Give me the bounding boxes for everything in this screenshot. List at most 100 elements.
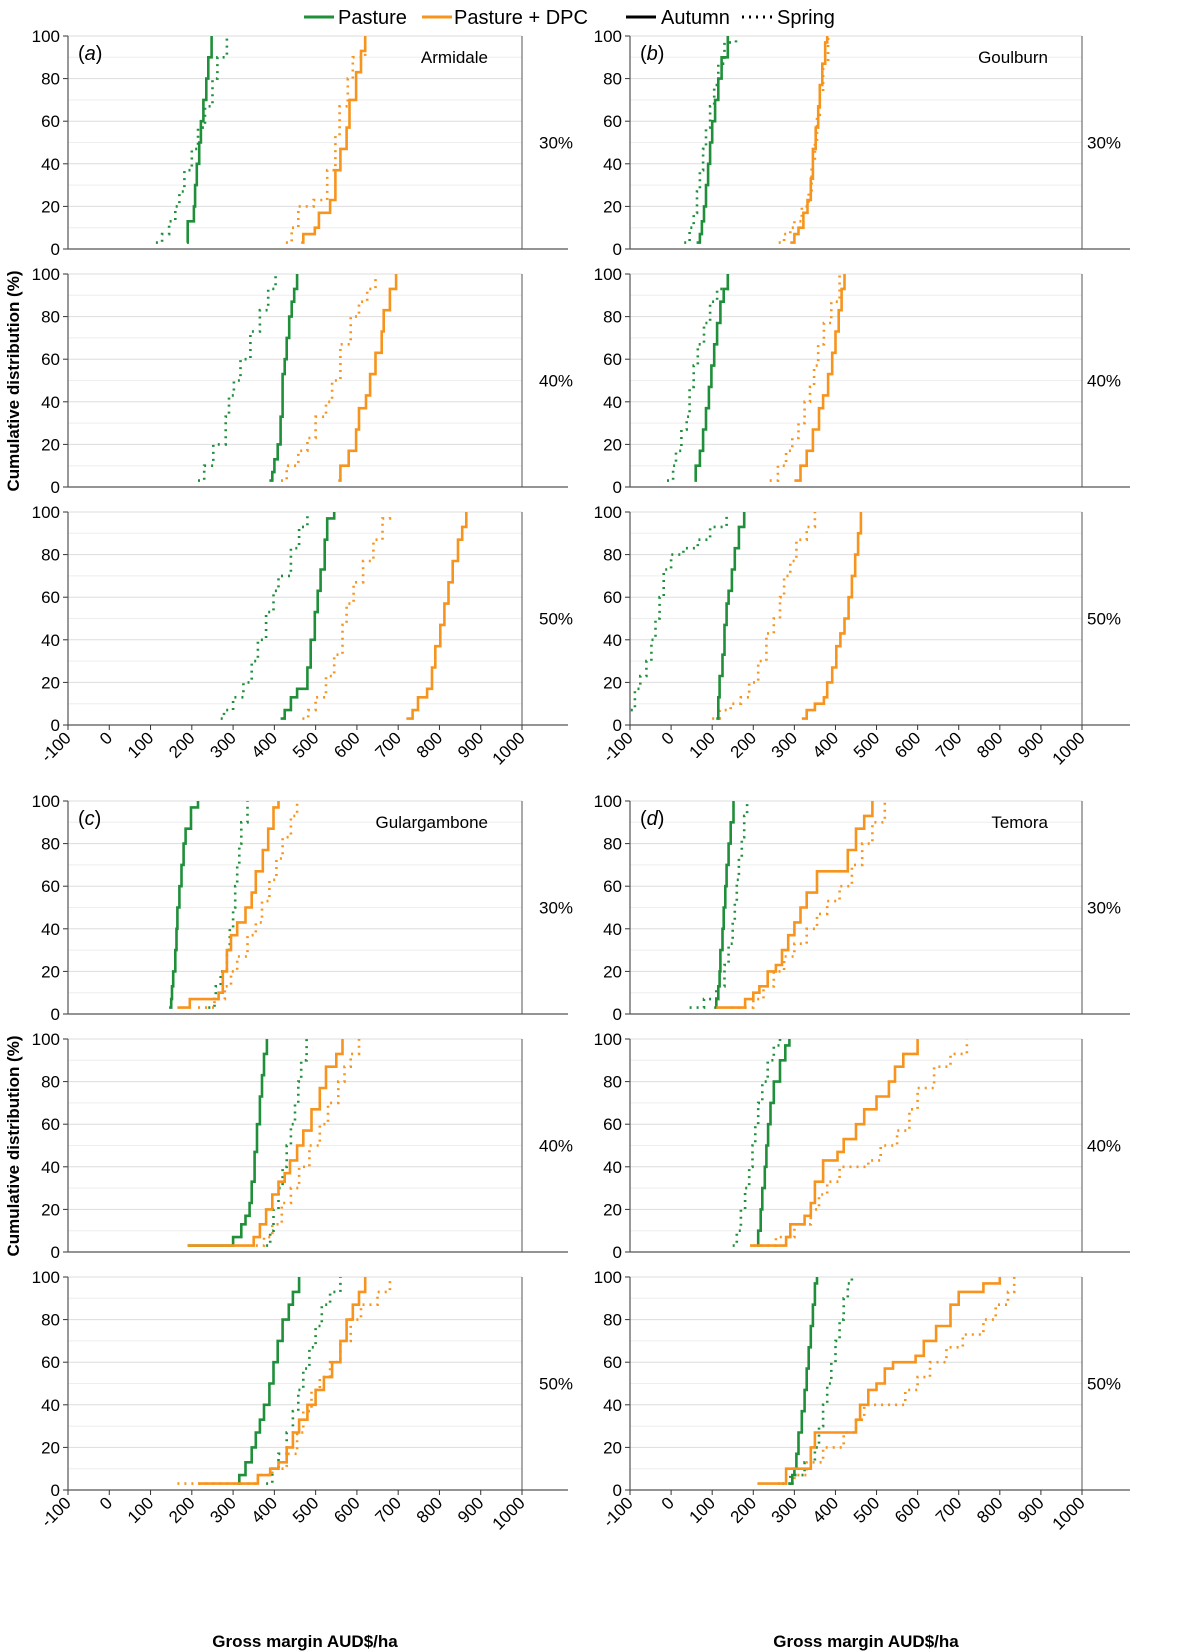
series-pasture-autumn xyxy=(716,512,746,720)
y-tick-label: 40 xyxy=(41,1396,60,1415)
y-tick-label: 60 xyxy=(41,112,60,131)
y-tick-label: 60 xyxy=(603,877,622,896)
x-tick-label: 100 xyxy=(124,1493,157,1526)
site-name: Armidale xyxy=(421,48,488,67)
y-tick-label: 0 xyxy=(613,240,622,259)
y-tick-label: 0 xyxy=(613,1005,622,1024)
series-dpc-spring xyxy=(777,1277,1016,1485)
y-tick-label: 40 xyxy=(41,1158,60,1177)
x-tick-label: 700 xyxy=(932,1493,965,1526)
series-pasture-autumn xyxy=(714,801,735,1009)
x-tick-label: 1000 xyxy=(489,1493,529,1533)
x-tick-label: 900 xyxy=(1014,1493,1047,1526)
x-tick-label: 800 xyxy=(413,1493,446,1526)
facet-row-label: 50% xyxy=(1087,1375,1121,1394)
panel-tag-letter: d xyxy=(647,808,659,830)
y-tick-label: 40 xyxy=(41,393,60,412)
series-dpc-spring xyxy=(769,274,841,482)
panel-tag: (b) xyxy=(640,43,664,65)
y-tick-label: 60 xyxy=(41,877,60,896)
legend-label-2: Autumn xyxy=(661,7,730,29)
series-dpc-autumn xyxy=(794,274,846,482)
y-tick-label: 100 xyxy=(594,27,622,46)
facet-c-1: 0 20 40 60 80 100 40% xyxy=(32,1030,573,1262)
y-tick-label: 60 xyxy=(603,350,622,369)
series-pasture-spring xyxy=(667,274,730,482)
x-tick-label: 400 xyxy=(248,1493,281,1526)
y-tick-label: 40 xyxy=(603,1158,622,1177)
x-tick-label: 1000 xyxy=(489,728,529,768)
y-tick-label: 60 xyxy=(603,1115,622,1134)
facet-b-0: 0 20 40 60 80 100 30% (b) Goulburn xyxy=(594,27,1130,259)
y-tick-label: 20 xyxy=(603,673,622,692)
y-tick-label: 0 xyxy=(51,478,60,497)
series-pasture-autumn xyxy=(187,1039,269,1247)
x-tick-label: 700 xyxy=(372,1493,405,1526)
series-pasture-autumn xyxy=(788,1277,819,1485)
y-tick-label: 40 xyxy=(603,920,622,939)
series-pasture-spring xyxy=(266,1039,308,1247)
panel-tag-letter: b xyxy=(647,43,658,65)
y-tick-label: 80 xyxy=(41,1073,60,1092)
x-tick-label: 900 xyxy=(454,1493,487,1526)
series-pasture-autumn xyxy=(186,36,213,244)
y-tick-label: 60 xyxy=(41,350,60,369)
facet-row-label: 30% xyxy=(539,134,573,153)
y-tick-label: 60 xyxy=(603,112,622,131)
y-tick-label: 20 xyxy=(603,1200,622,1219)
y-tick-label: 40 xyxy=(41,920,60,939)
legend: Pasture Pasture + DPC Autumn Spring xyxy=(304,7,835,29)
y-tick-label: 80 xyxy=(603,1311,622,1330)
x-tick-label: 200 xyxy=(165,728,198,761)
facet-a-0: 0 20 40 60 80 100 30% (a) Armidale xyxy=(32,27,573,259)
x-tick-label: 200 xyxy=(165,1493,198,1526)
y-tick-label: 80 xyxy=(603,1073,622,1092)
series-dpc-autumn xyxy=(198,1277,367,1485)
x-tick-label: 200 xyxy=(727,728,760,761)
y-tick-label: 0 xyxy=(51,1005,60,1024)
series-dpc-autumn xyxy=(406,512,468,720)
y-tick-label: 100 xyxy=(594,792,622,811)
x-tick-label: 800 xyxy=(973,728,1006,761)
x-tick-label: -100 xyxy=(37,728,74,765)
site-name: Gulargambone xyxy=(376,813,488,832)
y-tick-label: 80 xyxy=(41,70,60,89)
x-tick-label: 100 xyxy=(686,728,719,761)
y-tick-label: 100 xyxy=(32,265,60,284)
series-pasture-autumn xyxy=(169,801,200,1009)
legend-label-3: Spring xyxy=(777,7,835,29)
y-tick-label: 40 xyxy=(603,393,622,412)
y-tick-label: 100 xyxy=(594,265,622,284)
y-tick-label: 20 xyxy=(41,673,60,692)
y-tick-label: 60 xyxy=(603,1353,622,1372)
x-tick-label: 300 xyxy=(768,728,801,761)
y-tick-label: 80 xyxy=(41,835,60,854)
x-tick-label: 900 xyxy=(454,728,487,761)
facet-row-label: 50% xyxy=(539,1375,573,1394)
series-pasture-spring xyxy=(684,36,738,244)
x-tick-label: 1000 xyxy=(1049,1493,1089,1533)
facet-row-label: 40% xyxy=(539,372,573,391)
series-pasture-autumn xyxy=(694,274,730,482)
series-pasture-spring xyxy=(732,1039,782,1247)
y-tick-label: 80 xyxy=(41,1311,60,1330)
x-tick-label: 400 xyxy=(248,728,281,761)
site-name: Goulburn xyxy=(978,48,1048,67)
series-pasture-autumn xyxy=(696,36,730,244)
panel-a: 0 20 40 60 80 100 30% (a) Armidale 0 20 40 60 80 100 40… xyxy=(32,27,573,769)
x-tick-label: 500 xyxy=(850,728,883,761)
series-dpc-spring xyxy=(177,1277,392,1485)
y-tick-label: 60 xyxy=(41,588,60,607)
series-dpc-autumn xyxy=(301,36,367,244)
y-tick-label: 20 xyxy=(603,435,622,454)
x-tick-label: 800 xyxy=(973,1493,1006,1526)
y-tick-label: 100 xyxy=(32,27,60,46)
series-dpc-autumn xyxy=(177,801,280,1009)
series-pasture-autumn xyxy=(280,512,336,720)
facet-d-0: 0 20 40 60 80 100 30% (d) Temora xyxy=(594,792,1130,1024)
facet-row-label: 30% xyxy=(539,899,573,918)
